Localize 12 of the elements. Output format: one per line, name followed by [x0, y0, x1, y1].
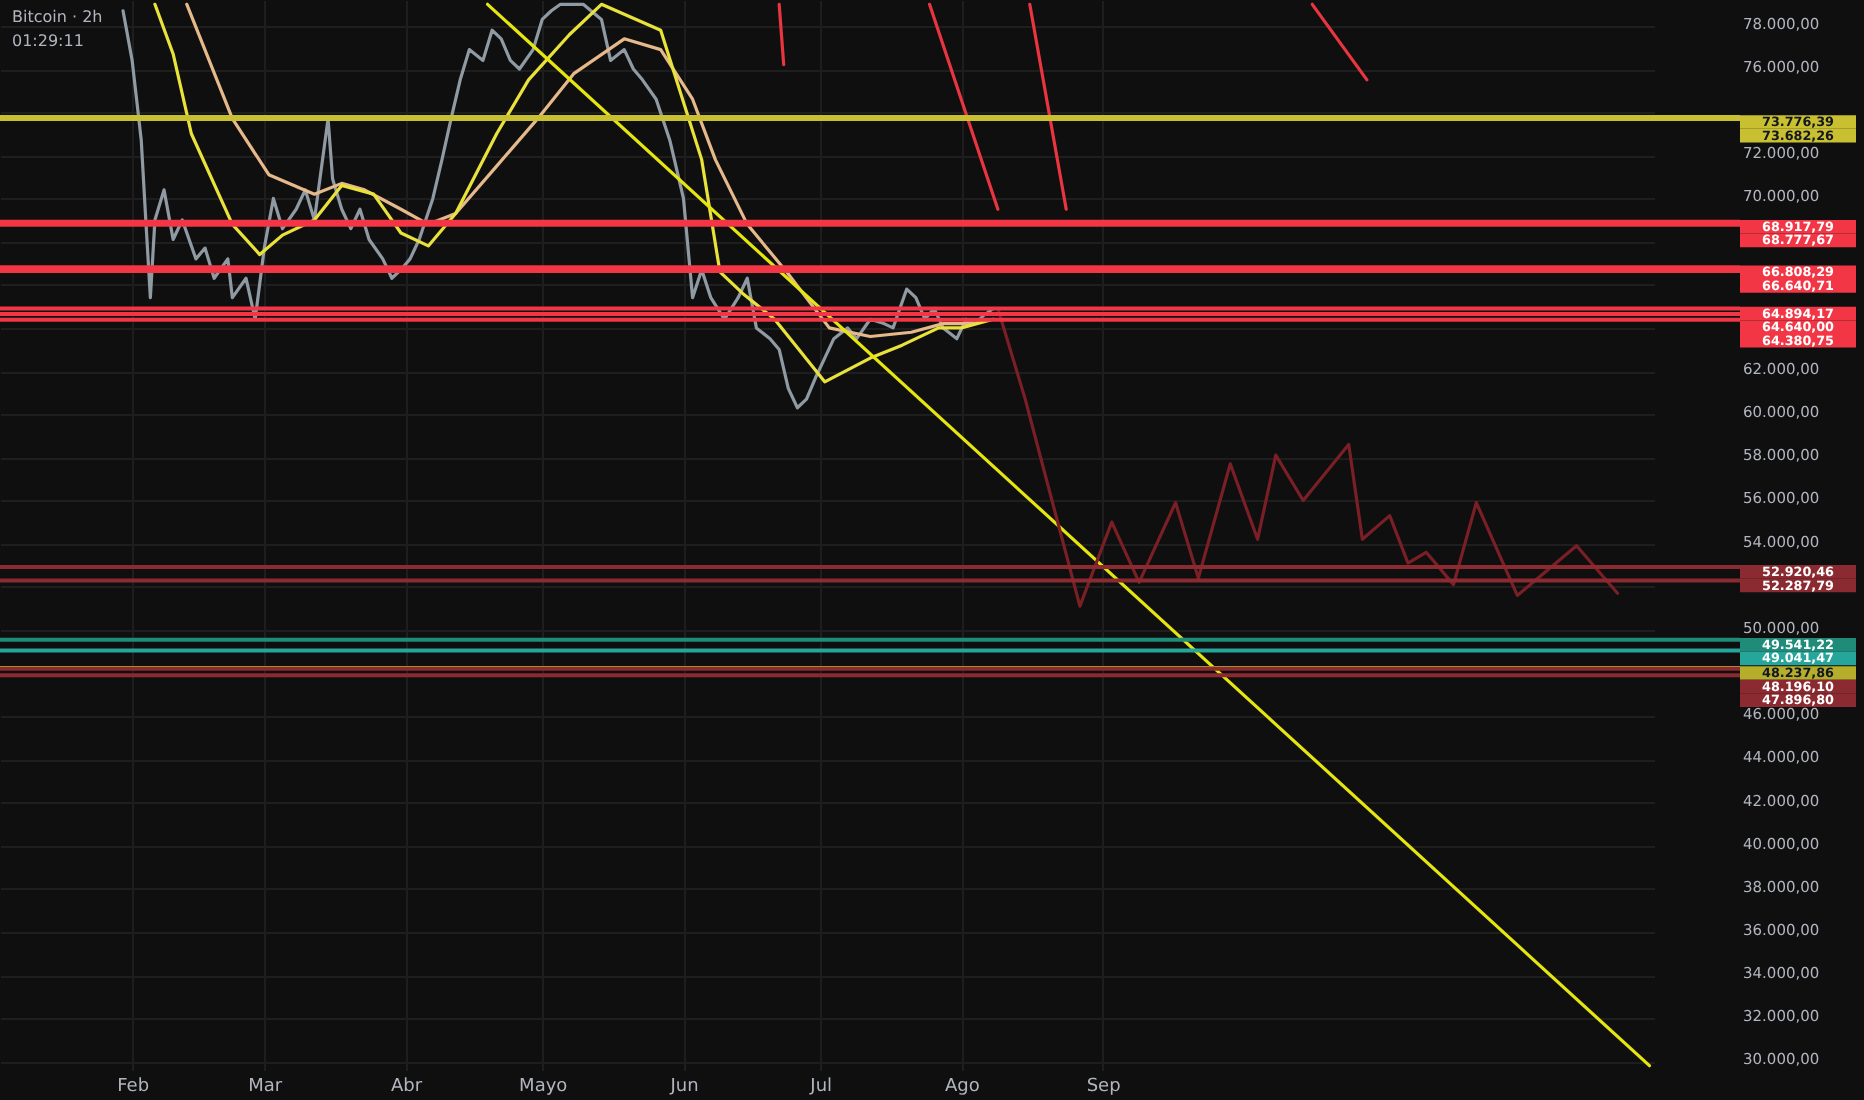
annotation: 01:29:11	[12, 32, 84, 50]
x-tick-label: Sep	[1086, 1077, 1122, 1097]
x-tick-label: Feb	[117, 1077, 150, 1097]
line-series	[996, 306, 1620, 608]
x-tick-label: Abr	[390, 1077, 423, 1097]
text: Bitcoin · 2h	[12, 8, 103, 26]
x-tick-label: Mayo	[519, 1077, 569, 1097]
x-tick-label: Jun	[668, 1077, 699, 1097]
x-tick-label: Jul	[808, 1077, 833, 1097]
line-series	[185, 2, 977, 339]
x-tick-label: Mar	[248, 1077, 283, 1097]
x-tick-label: Ago	[945, 1077, 981, 1097]
